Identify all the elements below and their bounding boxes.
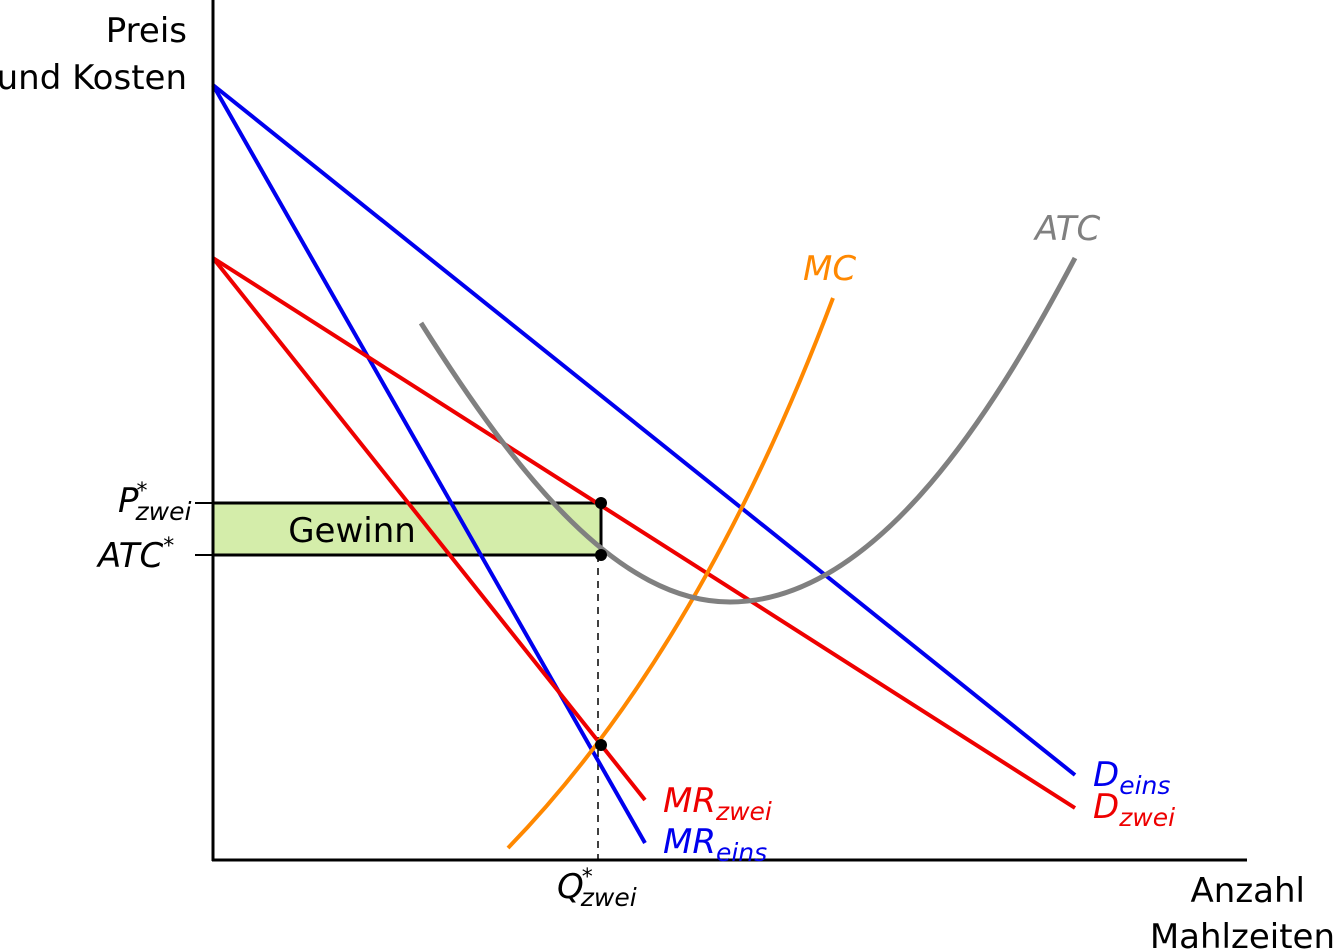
y-axis-label: Preis [106, 11, 187, 51]
curve-sub: eins [716, 838, 767, 867]
tick-main: Q [557, 867, 584, 907]
curve-sub: zwei [1118, 803, 1175, 832]
mr-eins [211, 84, 647, 844]
curve-main: D [1093, 755, 1119, 795]
curve-sub: zwei [715, 797, 772, 826]
tick-sub: zwei [580, 883, 637, 912]
mr-zwei [211, 256, 647, 802]
mc-curve [506, 297, 835, 850]
curve-sub: eins [1119, 771, 1170, 800]
demand-eins [211, 83, 1077, 777]
curve-label: Deins [1093, 755, 1170, 800]
tick-main: P [118, 481, 139, 521]
demand-zwei [211, 256, 1077, 810]
curve-main: MR [663, 822, 716, 862]
tick-label: P* zwei [118, 479, 191, 526]
tick-label: ATC* [96, 534, 174, 576]
curve-label: ATC [1033, 209, 1101, 249]
y-axis-label: und Kosten [0, 58, 187, 98]
point [595, 497, 607, 509]
curve-main: D [1093, 787, 1119, 827]
curve-main: MR [663, 781, 716, 821]
tick-sup: * [137, 479, 148, 504]
point [595, 549, 607, 561]
tick-main: ATC [96, 536, 164, 576]
curve-label: MRzwei [663, 781, 772, 826]
point [595, 739, 607, 751]
tick-sup: * [582, 865, 593, 890]
tick-label: Q* zwei [557, 865, 637, 912]
x-axis-label: Mahlzeiten [1150, 917, 1335, 952]
area-label: Gewinn [288, 511, 416, 551]
x-axis-label: Anzahl [1191, 871, 1305, 911]
tick-sup: * [163, 534, 174, 559]
curve-label: MC [803, 249, 856, 289]
tick-sub: zwei [135, 497, 192, 526]
curve-label: MReins [663, 822, 767, 867]
atc-curve [418, 256, 1078, 605]
curve-label: Dzwei [1093, 787, 1175, 832]
